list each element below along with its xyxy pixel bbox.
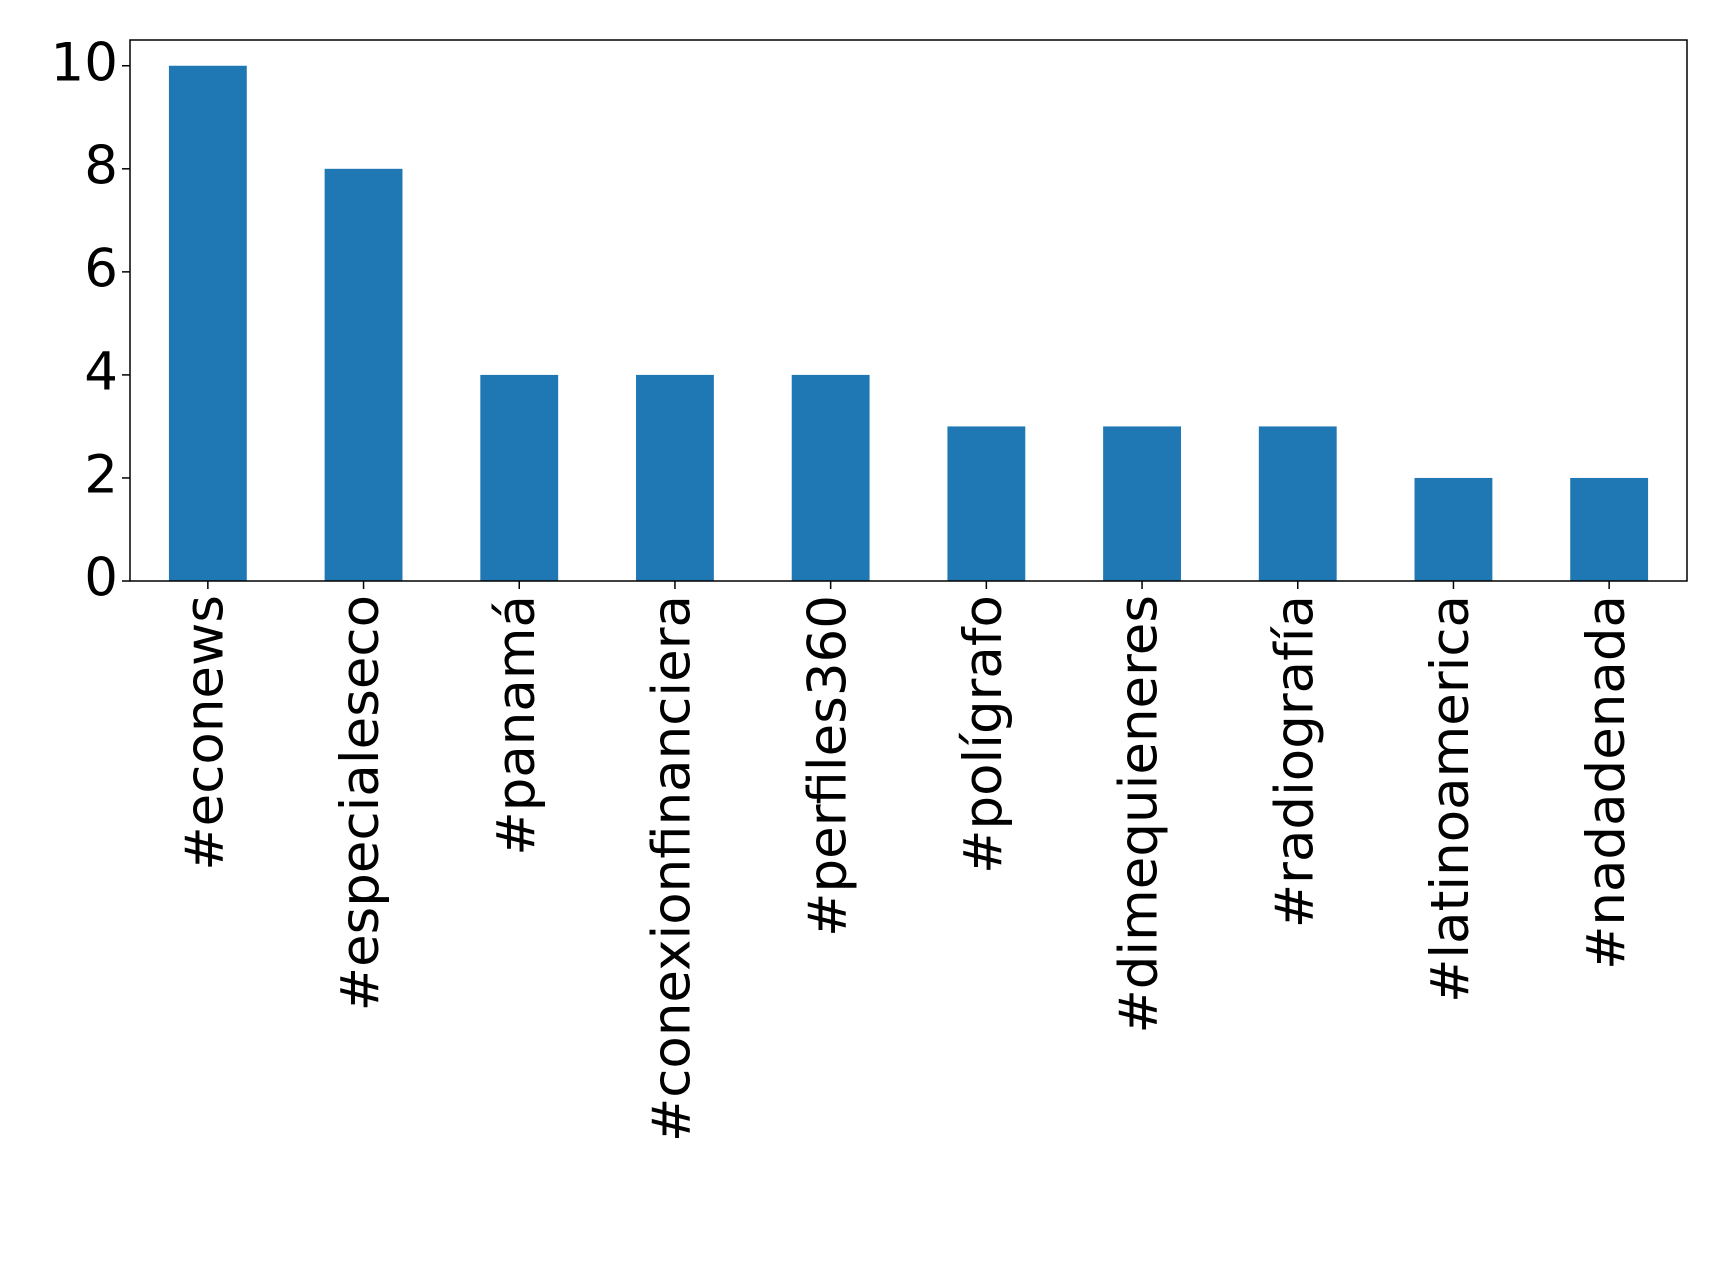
bar <box>1570 477 1649 581</box>
y-tick-label: 2 <box>84 445 118 506</box>
bar <box>480 374 559 581</box>
bar <box>791 374 870 581</box>
x-tick-label: #polígrafo <box>953 595 1014 874</box>
x-tick-label: #perfiles360 <box>797 595 858 937</box>
x-tick-label: #especialeseco <box>330 595 391 1011</box>
y-tick-label: 6 <box>84 238 118 299</box>
x-tick-label: #radiografía <box>1264 595 1325 928</box>
plot-frame <box>129 39 1688 582</box>
bar <box>168 65 247 581</box>
x-tick-label: #dimequieneres <box>1109 595 1170 1034</box>
x-tick-label: #conexionfinanciera <box>642 595 703 1142</box>
x-tick-label: #econews <box>174 595 235 871</box>
y-tick-label: 4 <box>84 342 118 403</box>
bar <box>1414 477 1493 581</box>
bar <box>947 426 1026 581</box>
y-tick-label: 0 <box>84 548 118 609</box>
y-tick-label: 10 <box>51 32 118 93</box>
x-tick-label: #latinoamerica <box>1420 595 1481 1003</box>
bar <box>324 168 403 582</box>
bar <box>636 374 714 581</box>
x-tick-label: #nadadenada <box>1576 595 1637 970</box>
x-tick-label: #panamá <box>486 595 547 856</box>
bar <box>1103 426 1181 581</box>
bar <box>1258 426 1337 581</box>
y-tick-label: 8 <box>84 135 118 196</box>
